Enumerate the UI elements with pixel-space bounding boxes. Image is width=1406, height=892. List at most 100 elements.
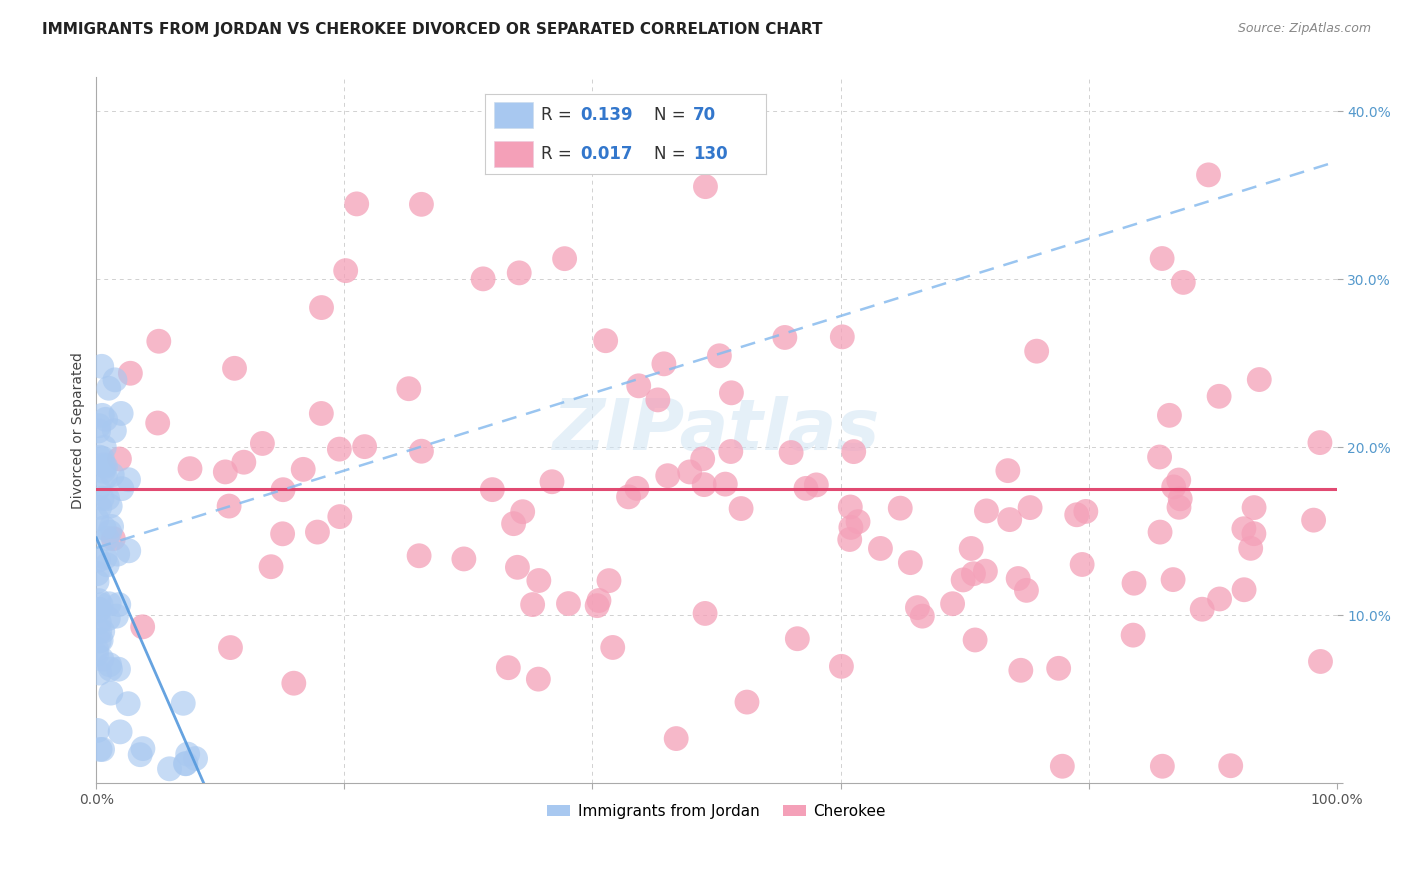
Point xyxy=(93,441,115,455)
Point xyxy=(307,525,329,540)
Point xyxy=(773,330,796,344)
Text: 130: 130 xyxy=(693,145,728,163)
Point xyxy=(720,444,742,458)
Point xyxy=(786,632,808,646)
Point xyxy=(1015,583,1038,598)
Text: N =: N = xyxy=(654,106,685,124)
Text: Source: ZipAtlas.com: Source: ZipAtlas.com xyxy=(1237,22,1371,36)
Point xyxy=(965,632,987,647)
Point xyxy=(93,521,115,535)
Point xyxy=(693,607,716,621)
Point xyxy=(842,444,865,458)
Point xyxy=(101,467,124,482)
Point xyxy=(692,451,714,466)
Point xyxy=(1208,591,1230,606)
Point xyxy=(1173,276,1195,290)
Point xyxy=(86,648,108,662)
Point xyxy=(87,553,110,567)
Point xyxy=(652,357,675,371)
Point xyxy=(831,330,853,344)
Point xyxy=(1066,508,1088,522)
Point xyxy=(353,440,375,454)
Text: ZIPatlas: ZIPatlas xyxy=(553,396,880,465)
Point xyxy=(89,666,111,681)
Point xyxy=(502,516,524,531)
Point xyxy=(1007,572,1029,586)
Point xyxy=(87,593,110,607)
Point xyxy=(997,464,1019,478)
Point xyxy=(86,574,108,589)
Point xyxy=(129,747,152,762)
Point xyxy=(554,252,576,266)
Point xyxy=(665,731,688,746)
Point xyxy=(1152,759,1174,773)
Point xyxy=(481,483,503,497)
Point xyxy=(527,574,550,588)
Point xyxy=(103,424,125,438)
Point xyxy=(218,499,240,513)
Point xyxy=(346,197,368,211)
Point xyxy=(87,482,110,496)
Point xyxy=(1208,389,1230,403)
Point xyxy=(86,512,108,526)
Point xyxy=(1010,663,1032,677)
Point xyxy=(709,349,731,363)
Point xyxy=(100,686,122,700)
Text: 0.017: 0.017 xyxy=(581,145,633,163)
Point xyxy=(1233,582,1256,597)
Point xyxy=(98,657,121,672)
Point xyxy=(627,379,650,393)
FancyBboxPatch shape xyxy=(494,141,533,167)
Point xyxy=(598,574,620,588)
Point xyxy=(735,695,758,709)
Point xyxy=(962,566,984,581)
Point xyxy=(97,381,120,395)
Point xyxy=(232,455,254,469)
Point xyxy=(86,642,108,657)
Point xyxy=(595,334,617,348)
Point xyxy=(1159,409,1181,423)
Text: R =: R = xyxy=(541,145,572,163)
Point xyxy=(889,501,911,516)
Point xyxy=(91,451,114,466)
Point xyxy=(96,532,118,546)
Point xyxy=(1167,473,1189,487)
Point xyxy=(1071,558,1094,572)
Point xyxy=(398,382,420,396)
Point xyxy=(1025,344,1047,359)
Point xyxy=(94,550,117,565)
Text: 70: 70 xyxy=(693,106,716,124)
Point xyxy=(942,597,965,611)
Point xyxy=(1168,500,1191,515)
Point xyxy=(730,501,752,516)
Point xyxy=(1219,758,1241,772)
Point xyxy=(527,672,550,686)
Point xyxy=(541,475,564,489)
Point xyxy=(780,445,803,459)
Point xyxy=(911,609,934,624)
Point xyxy=(647,392,669,407)
Point xyxy=(174,756,197,771)
Point xyxy=(100,519,122,533)
Point xyxy=(89,450,111,464)
Point xyxy=(108,724,131,739)
Point xyxy=(91,491,114,506)
Point xyxy=(96,558,118,572)
Point xyxy=(118,544,141,558)
Point xyxy=(974,564,997,578)
Point xyxy=(335,263,357,277)
Point xyxy=(292,462,315,476)
Text: IMMIGRANTS FROM JORDAN VS CHEROKEE DIVORCED OR SEPARATED CORRELATION CHART: IMMIGRANTS FROM JORDAN VS CHEROKEE DIVOR… xyxy=(42,22,823,37)
Point xyxy=(224,361,246,376)
Legend: Immigrants from Jordan, Cherokee: Immigrants from Jordan, Cherokee xyxy=(541,797,891,825)
Text: N =: N = xyxy=(654,145,685,163)
Point xyxy=(1191,602,1213,616)
Point xyxy=(508,266,530,280)
Point xyxy=(838,533,860,547)
Point xyxy=(219,640,242,655)
Point xyxy=(90,633,112,648)
Point xyxy=(94,470,117,484)
Point xyxy=(271,526,294,541)
Point xyxy=(104,373,127,387)
Point xyxy=(1149,525,1171,540)
